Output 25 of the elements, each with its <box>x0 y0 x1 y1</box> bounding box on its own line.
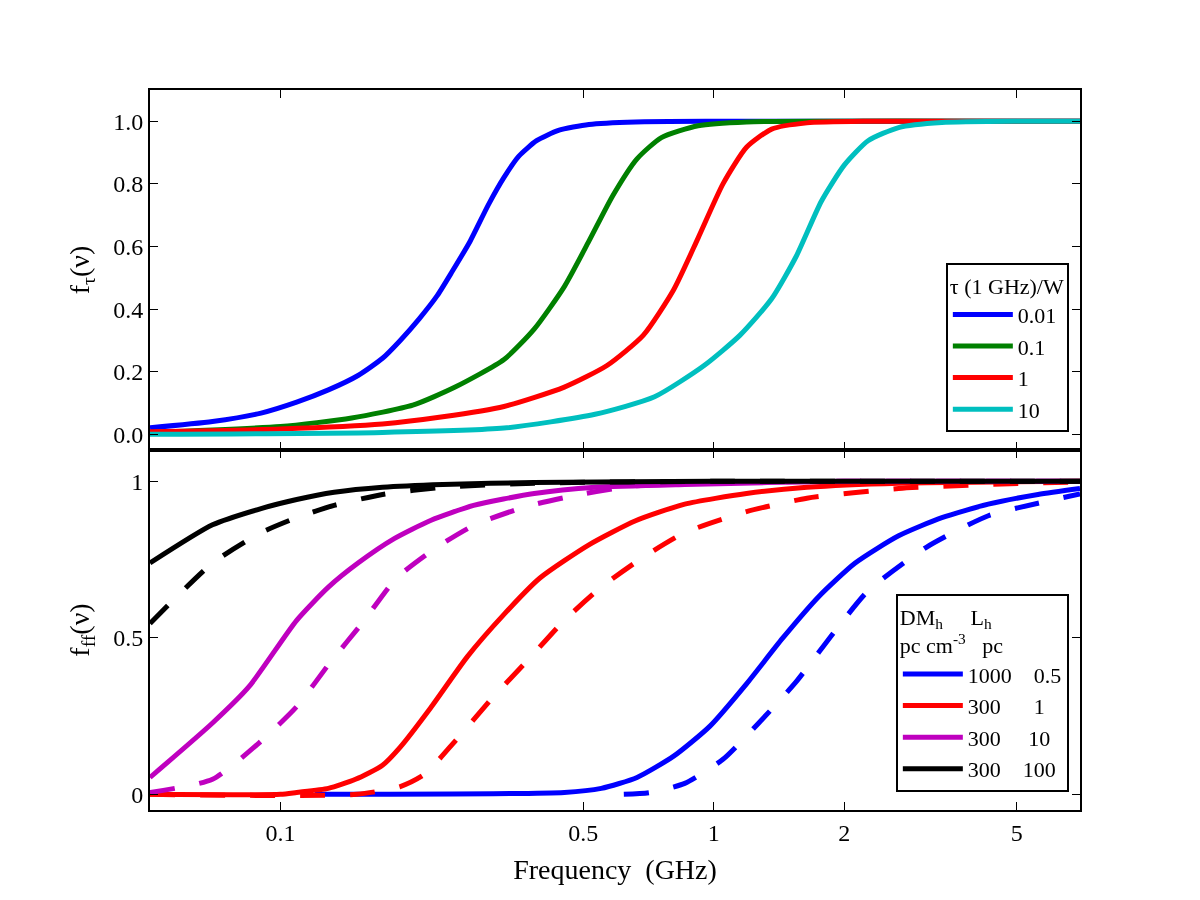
legend-label: 300 10 <box>967 725 1051 751</box>
y-tick-label: 0.4 <box>113 296 144 323</box>
legend-label: 10 <box>1017 397 1040 423</box>
y-tick-label: 0.6 <box>113 233 144 260</box>
legend-title: τ (1 GHz)/W <box>949 273 1064 299</box>
y-tick-label: 1.0 <box>113 108 144 135</box>
legend-label: 1 <box>1017 366 1029 392</box>
legend-label: 0.1 <box>1017 334 1046 360</box>
legend-label: 1000 0.5 <box>967 662 1062 688</box>
legend-label: 300 1 <box>967 694 1045 720</box>
x-tick-label: 0.1 <box>265 819 296 846</box>
y-tick-label: 0.5 <box>113 625 144 652</box>
legend-label: 300 100 <box>967 757 1056 783</box>
legend-label: 0.01 <box>1017 302 1057 328</box>
y-tick-label: 0.2 <box>113 359 144 386</box>
x-tick-label: 0.5 <box>568 819 599 846</box>
y-tick-label: 1 <box>131 468 144 495</box>
y-tick-label: 0.0 <box>113 421 144 448</box>
text: DM$_{h}$ L$_{h}$ pc cm$^{-3}$ pc <box>899 604 1004 659</box>
x-tick-label: 2 <box>838 819 851 846</box>
y-tick-label: 0.8 <box>113 171 144 198</box>
x-tick-label: 1 <box>707 819 720 846</box>
x-tick-label: 5 <box>1010 819 1023 846</box>
y-tick-label: 0 <box>131 781 144 808</box>
x-axis-title: Frequency (GHz) <box>513 854 717 886</box>
